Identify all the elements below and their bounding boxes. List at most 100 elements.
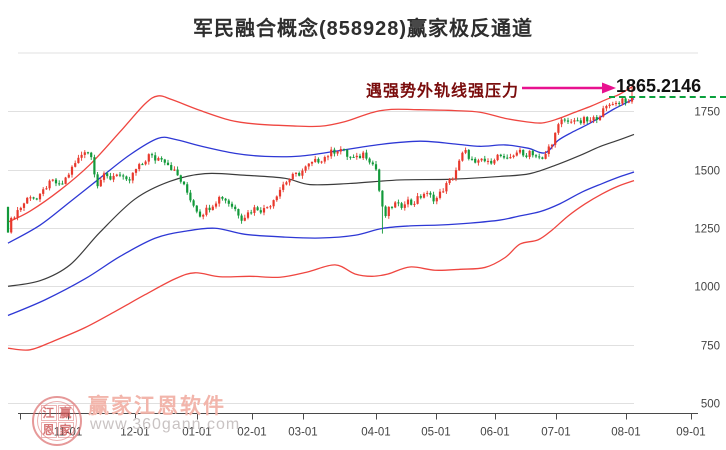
candle-up (406, 199, 410, 205)
candle-up (38, 193, 42, 200)
candle-up (394, 202, 397, 208)
candle-down (259, 210, 262, 213)
x-axis-label: 03-01 (288, 427, 317, 439)
candle-up (144, 161, 147, 165)
candle-up (294, 172, 298, 174)
candle-up (278, 189, 282, 197)
candle-up (64, 177, 67, 184)
candle-up (205, 207, 208, 215)
candle-up (486, 160, 490, 162)
candle-down (499, 154, 502, 157)
candle-down (154, 155, 157, 161)
candle-up (336, 151, 339, 154)
candle-up (269, 206, 272, 208)
candle-up (211, 206, 214, 211)
candle-up (451, 178, 454, 180)
candle-down (378, 169, 381, 191)
candle-up (557, 124, 560, 133)
candle-down (237, 209, 240, 216)
candle-up (301, 170, 304, 176)
candle-down (397, 202, 400, 204)
x-axis-label: 07-01 (541, 427, 570, 439)
candle-up (413, 203, 416, 205)
x-axis-label: 06-01 (480, 427, 509, 439)
candle-up (310, 161, 314, 164)
page-title: 军民融合概念(858928)赢家极反通道 (192, 18, 534, 40)
x-axis-label: 12-01 (120, 427, 149, 439)
y-axis-label: 1000 (694, 282, 720, 294)
candle-up (602, 108, 605, 117)
candle-up (77, 157, 80, 164)
candle-up (592, 117, 595, 121)
candle-down (384, 206, 387, 217)
candle-down (125, 176, 128, 180)
candle-up (112, 175, 115, 180)
candle-up (598, 116, 602, 120)
candle-down (410, 199, 413, 205)
candle-down (195, 205, 198, 212)
candle-up (74, 163, 77, 167)
candle-down (54, 179, 58, 184)
candle-down (419, 196, 422, 198)
candle-up (560, 119, 563, 125)
candle-up (611, 104, 614, 106)
candle-up (243, 217, 246, 221)
candle-down (358, 155, 362, 159)
candle-up (573, 120, 576, 122)
x-axis-label: 08-01 (611, 427, 640, 439)
candle-up (442, 191, 445, 193)
candle-up (202, 214, 205, 217)
logo-char: 赢 (57, 404, 74, 421)
candle-down (342, 149, 346, 151)
annotation-arrow-icon (522, 82, 616, 94)
channel-line-inner-upper (7, 98, 635, 244)
candle-down (61, 183, 64, 185)
candle-down (230, 203, 234, 207)
y-axis-label: 500 (701, 399, 720, 411)
candle-down (208, 207, 211, 211)
candle-up (320, 161, 323, 163)
candle-up (115, 174, 118, 176)
logo-char: 江 (40, 404, 57, 421)
candle-up (253, 207, 256, 213)
candle-up (134, 169, 138, 173)
candle-down (250, 212, 253, 214)
candle-down (317, 158, 320, 163)
logo-char: 家 (57, 421, 74, 438)
pressure-annotation-label: 遇强势外轨线强压力 (366, 83, 520, 100)
y-axis-label: 750 (701, 341, 720, 353)
candle-up (362, 152, 365, 159)
candle-up (218, 196, 221, 204)
candle-down (227, 200, 230, 204)
candle-up (13, 217, 16, 219)
candle-up (454, 170, 458, 179)
candle-down (349, 156, 352, 158)
candle-down (400, 203, 403, 208)
candle-down (256, 207, 259, 211)
candle-down (35, 198, 38, 200)
candle-up (608, 104, 611, 107)
x-axis-label: 01-01 (182, 427, 211, 439)
candle-down (541, 157, 544, 159)
candle-down (502, 156, 506, 158)
candle-down (467, 150, 470, 159)
channel-line-outer-upper (7, 85, 635, 223)
channel-line-center (7, 133, 635, 287)
candle-down (506, 157, 509, 159)
candle-down (490, 160, 493, 164)
candle-down (576, 120, 579, 122)
candle-up (138, 164, 141, 170)
candle-down (352, 156, 355, 158)
candle-down (118, 174, 122, 176)
candle-down (579, 120, 582, 124)
candle-down (522, 149, 525, 156)
y-axis-label: 1250 (694, 224, 720, 236)
candle-up (435, 197, 438, 202)
candle-up (304, 166, 307, 171)
candle-down (474, 158, 477, 163)
candle-down (182, 181, 186, 185)
candle-up (605, 106, 608, 109)
candle-up (627, 101, 630, 103)
